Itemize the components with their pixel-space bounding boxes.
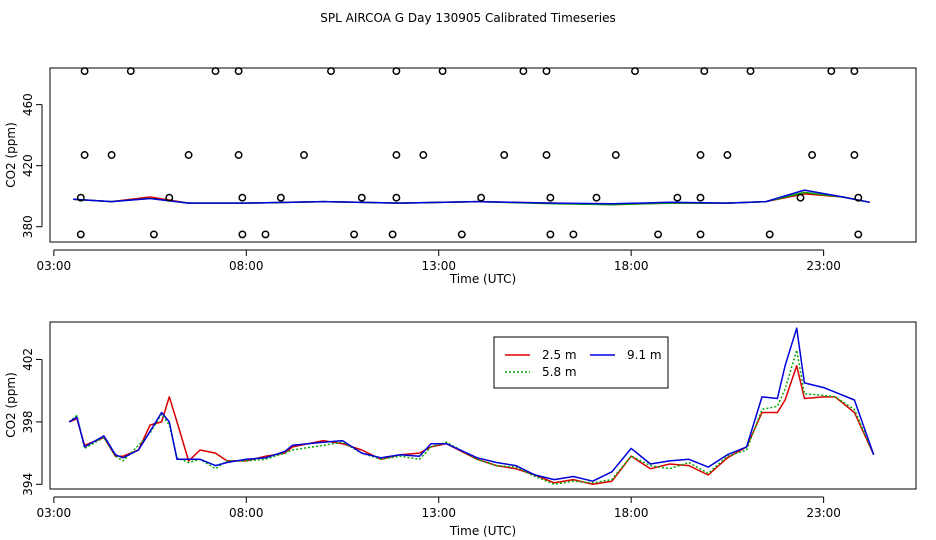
bottom-x-tick-label: 23:00: [806, 506, 841, 520]
calibration-marker: [388, 230, 397, 239]
top-panel: 03:00 08:00 13:00 18:00 23:00 380 420 460 Time…: [4, 67, 917, 286]
calibration-marker: [261, 230, 270, 239]
calibration-marker: [546, 230, 555, 239]
calibration-marker: [827, 67, 836, 76]
calibration-marker: [165, 193, 174, 202]
calibration-marker: [234, 151, 243, 159]
calibration-marker: [80, 151, 89, 159]
bottom-y-tick-label: 394: [21, 473, 35, 496]
calibration-marker: [854, 230, 863, 239]
calibration-marker: [211, 67, 220, 76]
calibration-marker: [392, 67, 401, 76]
bottom-series-line-5-8-m: [68, 349, 875, 486]
calibration-marker: [854, 193, 863, 202]
calibration-marker: [654, 230, 663, 239]
calibration-marker: [184, 151, 193, 159]
top-x-tick-label: 23:00: [806, 259, 841, 273]
calibration-marker: [392, 151, 401, 159]
bottom-y-axis: 394 398 402: [21, 348, 43, 496]
top-y-tick-label: 460: [21, 93, 35, 116]
calibration-marker: [723, 151, 732, 159]
top-x-tick-label: 08:00: [229, 259, 264, 273]
calibration-marker: [569, 230, 578, 239]
calibration-marker: [696, 193, 705, 202]
top-x-tick-label: 18:00: [614, 259, 649, 273]
top-y-tick-label: 380: [21, 215, 35, 238]
top-series-group: [73, 189, 870, 206]
top-series-line-9-1-m: [73, 189, 870, 205]
bottom-x-tick-label: 08:00: [229, 506, 264, 520]
calibration-marker: [76, 193, 85, 202]
calibration-marker: [542, 67, 551, 76]
calibration-marker: [238, 193, 247, 202]
top-y-axis-label: CO2 (ppm): [4, 122, 18, 188]
calibration-marker: [765, 230, 774, 239]
calibration-marker: [700, 67, 709, 76]
bottom-series-line-9-1-m: [68, 327, 875, 482]
top-y-axis: 380 420 460: [21, 93, 43, 238]
top-points-group: [76, 67, 863, 239]
calibration-marker: [808, 151, 817, 159]
calibration-marker: [477, 193, 486, 202]
bottom-y-tick-label: 402: [21, 348, 35, 371]
bottom-panel: 03:00 08:00 13:00 18:00 23:00 394 398 402 Time…: [4, 321, 917, 538]
calibration-marker: [438, 67, 447, 76]
calibration-marker: [238, 230, 247, 239]
top-plot-frame: [49, 67, 917, 243]
calibration-marker: [234, 67, 243, 76]
calibration-marker: [611, 151, 620, 159]
bottom-y-axis-label: CO2 (ppm): [4, 372, 18, 438]
calibration-marker: [500, 151, 509, 159]
calibration-marker: [796, 193, 805, 202]
calibration-marker: [357, 193, 366, 202]
top-x-axis: 03:00 08:00 13:00 18:00 23:00: [37, 249, 841, 273]
bottom-plot-frame: [49, 321, 917, 490]
calibration-marker: [592, 193, 601, 202]
calibration-marker: [519, 67, 528, 76]
chart-title: SPL AIRCOA G Day 130905 Calibrated Times…: [320, 11, 615, 25]
legend-box: [493, 336, 669, 389]
calibration-marker: [149, 230, 158, 239]
bottom-x-tick-label: 03:00: [37, 506, 72, 520]
calibration-marker: [850, 151, 859, 159]
legend-label-5-8m: 5.8 m: [542, 365, 577, 379]
calibration-marker: [457, 230, 466, 239]
calibration-marker: [107, 151, 116, 159]
calibration-marker: [300, 151, 308, 159]
bottom-x-axis: 03:00 08:00 13:00 18:00 23:00: [37, 496, 841, 520]
top-x-tick-label: 13:00: [421, 259, 456, 273]
calibration-marker: [696, 230, 705, 239]
calibration-marker: [546, 193, 555, 202]
calibration-marker: [542, 151, 551, 159]
calibration-marker: [850, 67, 859, 76]
legend: 2.5 m 9.1 m 5.8 m: [493, 336, 669, 389]
bottom-y-tick-label: 398: [21, 410, 35, 433]
calibration-marker: [350, 230, 359, 239]
calibration-marker: [80, 67, 89, 76]
bottom-x-tick-label: 18:00: [614, 506, 649, 520]
bottom-series-group: [68, 327, 875, 486]
bottom-x-tick-label: 13:00: [421, 506, 456, 520]
top-x-tick-label: 03:00: [37, 259, 72, 273]
calibration-marker: [631, 67, 639, 76]
legend-label-2-5m: 2.5 m: [542, 348, 577, 362]
calibration-marker: [696, 151, 705, 159]
calibration-marker: [76, 230, 85, 239]
bottom-x-axis-label: Time (UTC): [449, 524, 516, 538]
calibration-marker: [126, 67, 135, 76]
calibration-marker: [746, 67, 755, 76]
calibration-marker: [419, 151, 428, 159]
top-y-tick-label: 420: [21, 154, 35, 177]
top-x-axis-label: Time (UTC): [449, 272, 516, 286]
calibration-marker: [276, 193, 285, 202]
calibration-marker: [673, 193, 682, 202]
legend-label-9-1m: 9.1 m: [627, 348, 662, 362]
calibration-marker: [327, 67, 335, 76]
calibration-marker: [392, 193, 401, 202]
